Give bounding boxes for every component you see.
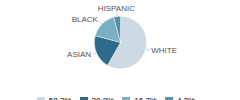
- svg-text:WHITE: WHITE: [151, 46, 177, 55]
- svg-text:BLACK: BLACK: [72, 15, 99, 24]
- svg-text:HISPANIC: HISPANIC: [98, 4, 135, 13]
- svg-text:ASIAN: ASIAN: [67, 50, 91, 59]
